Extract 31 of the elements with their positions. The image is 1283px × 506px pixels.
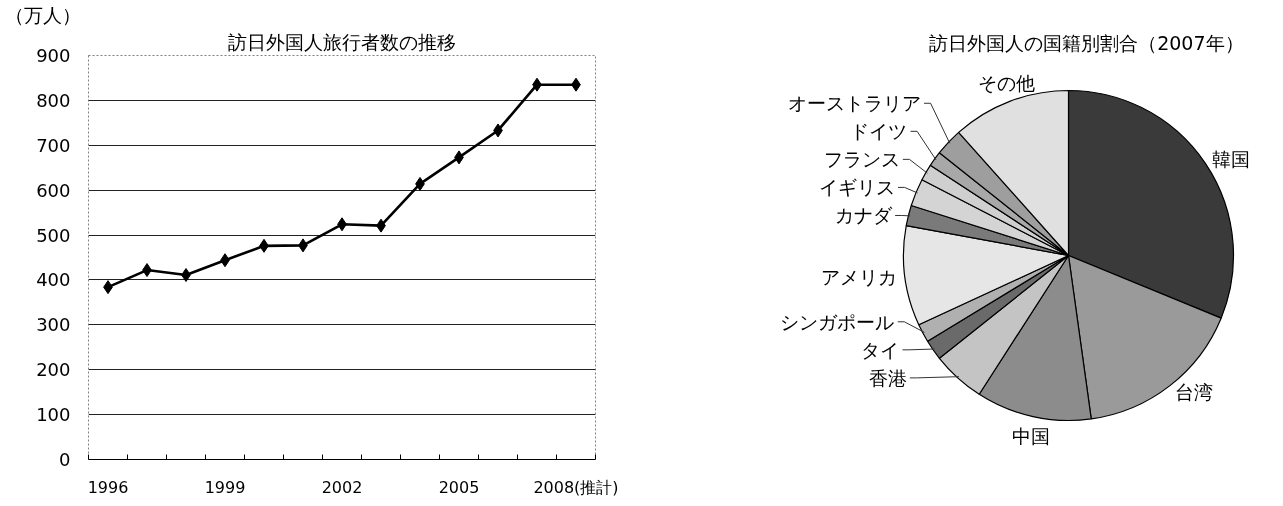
x-tick-label: 2005 <box>438 477 480 497</box>
y-tick-label: 800 <box>36 89 71 111</box>
slice-label: ドイツ <box>850 120 908 143</box>
slice-label: 中国 <box>1012 424 1051 447</box>
slice-label: 台湾 <box>1174 381 1213 404</box>
x-tick-label: 1999 <box>204 477 246 497</box>
x-tick-label: 1996 <box>87 477 129 497</box>
chart-title: 訪日外国人の国籍別割合（2007年） <box>929 31 1244 54</box>
slice-label: その他 <box>978 71 1036 94</box>
slice-label: カナダ <box>834 204 893 227</box>
y-tick-label: 300 <box>36 314 71 336</box>
y-tick-label: 100 <box>36 404 71 426</box>
y-tick-label: 900 <box>36 45 71 66</box>
y-tick-label: 600 <box>36 179 71 201</box>
slice-label: シンガポール <box>780 310 895 333</box>
y-tick-label: 0 <box>59 449 71 470</box>
slice-label: タイ <box>861 338 900 361</box>
x-tick-label: 2002 <box>321 477 363 497</box>
y-tick-label: 200 <box>36 359 71 381</box>
slice-label: アメリカ <box>820 266 897 289</box>
y-tick-label: 700 <box>36 134 71 156</box>
slice-label: イギリス <box>818 176 895 199</box>
x-tick-label: 2008(推計) <box>533 477 619 497</box>
slice-label: 韓国 <box>1212 148 1251 171</box>
slice-label: 香港 <box>868 366 907 389</box>
slice-label: フランス <box>823 148 900 171</box>
y-tick-label: 500 <box>36 224 71 246</box>
y-axis-title: （万人） <box>4 3 81 26</box>
slice-label: オーストラリア <box>787 92 921 115</box>
chart-title: 訪日外国人旅行者数の推移 <box>228 30 456 53</box>
y-tick-label: 400 <box>36 269 71 291</box>
